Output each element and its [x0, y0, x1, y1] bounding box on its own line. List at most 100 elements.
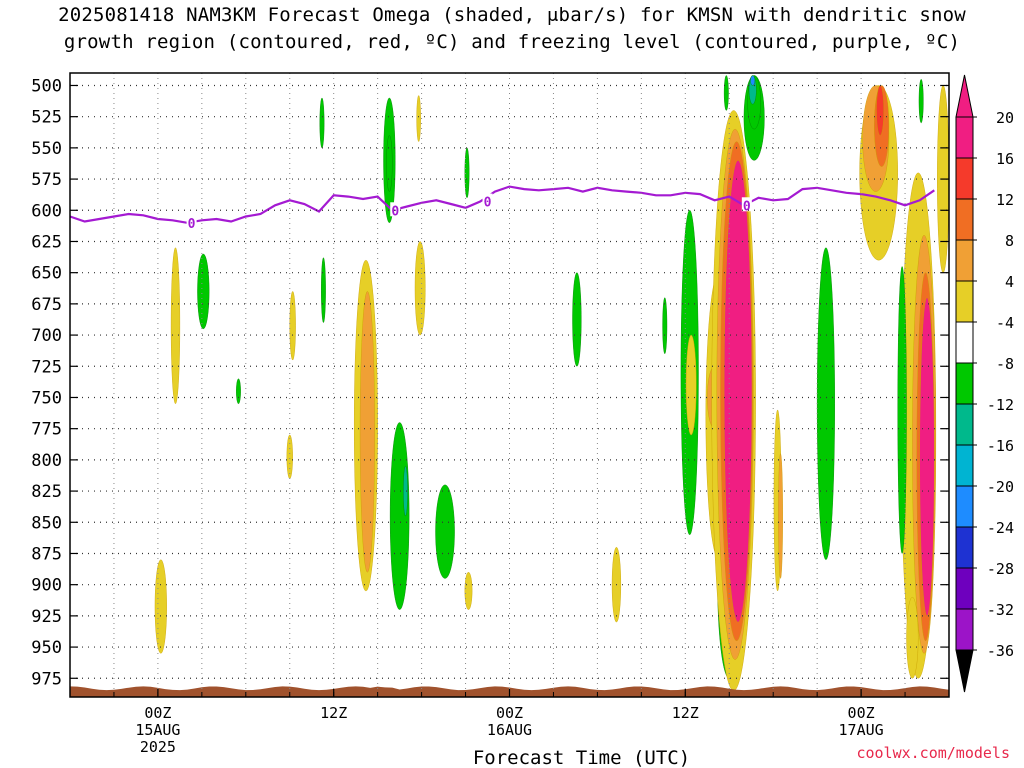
omega-region [435, 484, 455, 579]
omega-region [464, 572, 473, 610]
omega-region [662, 297, 668, 355]
y-tick-label: 600 [31, 201, 62, 221]
x-tick-label: 12Z [320, 704, 347, 722]
y-tick-label: 550 [31, 139, 62, 159]
omega-region [816, 247, 835, 560]
omega-region [197, 253, 210, 330]
y-tick-label: 800 [31, 451, 62, 471]
chart-title-line-1: 2025081418 NAM3KM Forecast Omega (shaded… [58, 4, 966, 26]
y-tick-label: 775 [31, 420, 62, 440]
freezing-label-bg [741, 197, 752, 212]
omega-region [289, 291, 296, 361]
y-tick-label: 750 [31, 388, 62, 408]
freezing-label-bg [482, 193, 493, 208]
colorbar-label: -12 [987, 396, 1014, 414]
y-tick-label: 725 [31, 357, 62, 377]
y-tick-label: 625 [31, 232, 62, 252]
site-credit[interactable]: coolwx.com/models [856, 744, 1010, 762]
colorbar-label: -24 [987, 519, 1014, 537]
omega-region [906, 596, 919, 679]
y-tick-label: 500 [31, 76, 62, 96]
omega-region [414, 241, 426, 336]
colorbar-segment [955, 198, 974, 241]
colorbar-segment [955, 444, 974, 487]
y-tick-label: 925 [31, 607, 62, 627]
y-tick-label: 675 [31, 295, 62, 315]
colorbar-label: -4 [996, 314, 1014, 332]
colorbar-label: 8 [1005, 232, 1014, 250]
y-tick-label: 575 [31, 170, 62, 190]
colorbar-segment [955, 608, 974, 651]
y-tick-label: 875 [31, 544, 62, 564]
shaded-field [154, 75, 949, 691]
y-tick-label: 950 [31, 638, 62, 658]
colorbar-segment [955, 485, 974, 528]
colorbar-label: -8 [996, 355, 1014, 373]
freezing-level-label: 0 [391, 204, 399, 219]
omega-region [321, 257, 326, 323]
freezing-label-bg [390, 202, 401, 217]
x-axis-label: Forecast Time (UTC) [473, 747, 690, 768]
colorbar-label: -20 [987, 478, 1014, 496]
x-tick-label: 12Z [672, 704, 699, 722]
colorbar-label: -16 [987, 437, 1014, 455]
y-tick-label: 700 [31, 326, 62, 346]
colorbar-label: -36 [987, 642, 1014, 660]
omega-region [723, 75, 729, 111]
x-tick-label: 2025 [140, 738, 176, 756]
colorbar-segment [955, 280, 974, 323]
colorbar-label: 4 [1005, 273, 1014, 291]
colorbar-segment [955, 116, 974, 159]
omega-region [359, 291, 375, 573]
colorbar-segment [955, 403, 974, 446]
x-tick-label: 00Z [496, 704, 523, 722]
omega-region [286, 434, 293, 479]
colorbar-segment [955, 239, 974, 282]
x-tick-label: 16AUG [487, 721, 532, 739]
omega-region [876, 85, 885, 136]
freezing-level-label: 0 [743, 199, 751, 214]
x-tick-label: 00Z [848, 704, 875, 722]
omega-region [236, 378, 241, 404]
y-tick-label: 850 [31, 513, 62, 533]
omega-region [919, 297, 935, 617]
colorbar-label: -28 [987, 560, 1014, 578]
y-tick-label: 650 [31, 264, 62, 284]
omega-region [464, 147, 470, 199]
x-tick-label: 17AUG [839, 721, 884, 739]
axes: 500 525 550 575 600 625 650 675 700 725 750 775 800 8… [31, 72, 950, 768]
plot-area: 0 0 0 0 [69, 75, 949, 697]
freezing-label-bg [186, 214, 197, 229]
omega-region [918, 79, 924, 124]
x-tick-label: 15AUG [135, 721, 180, 739]
y-tick-label: 525 [31, 108, 62, 128]
omega-region [319, 97, 325, 149]
colorbar-segment [955, 362, 974, 405]
freezing-level-label: 0 [484, 196, 492, 211]
omega-region [572, 272, 582, 367]
colorbar-top-arrow [955, 74, 974, 118]
colorbar-label: 12 [996, 191, 1014, 209]
omega-region [897, 266, 907, 554]
y-tick-label: 975 [31, 669, 62, 689]
colorbar-label: -32 [987, 601, 1014, 619]
y-tick-label: 900 [31, 576, 62, 596]
colorbar-segment [955, 157, 974, 200]
x-tick-label: 00Z [144, 704, 171, 722]
chart-title-line-2: growth region (contoured, red, ºC) and f… [63, 31, 961, 53]
colorbar-segment [955, 321, 974, 364]
omega-region [416, 95, 421, 142]
colorbar-label: 20 [996, 109, 1014, 127]
colorbar-bottom-arrow [955, 649, 974, 693]
omega-region [750, 75, 756, 86]
colorbar-segment [955, 526, 974, 569]
freezing-level-label: 0 [188, 217, 196, 232]
colorbar-segment [955, 567, 974, 610]
omega-region [386, 135, 393, 192]
omega-region [403, 465, 408, 517]
omega-region [389, 422, 410, 610]
omega-region [170, 247, 181, 404]
omega-region [154, 559, 167, 654]
colorbar-label: 16 [996, 150, 1014, 168]
